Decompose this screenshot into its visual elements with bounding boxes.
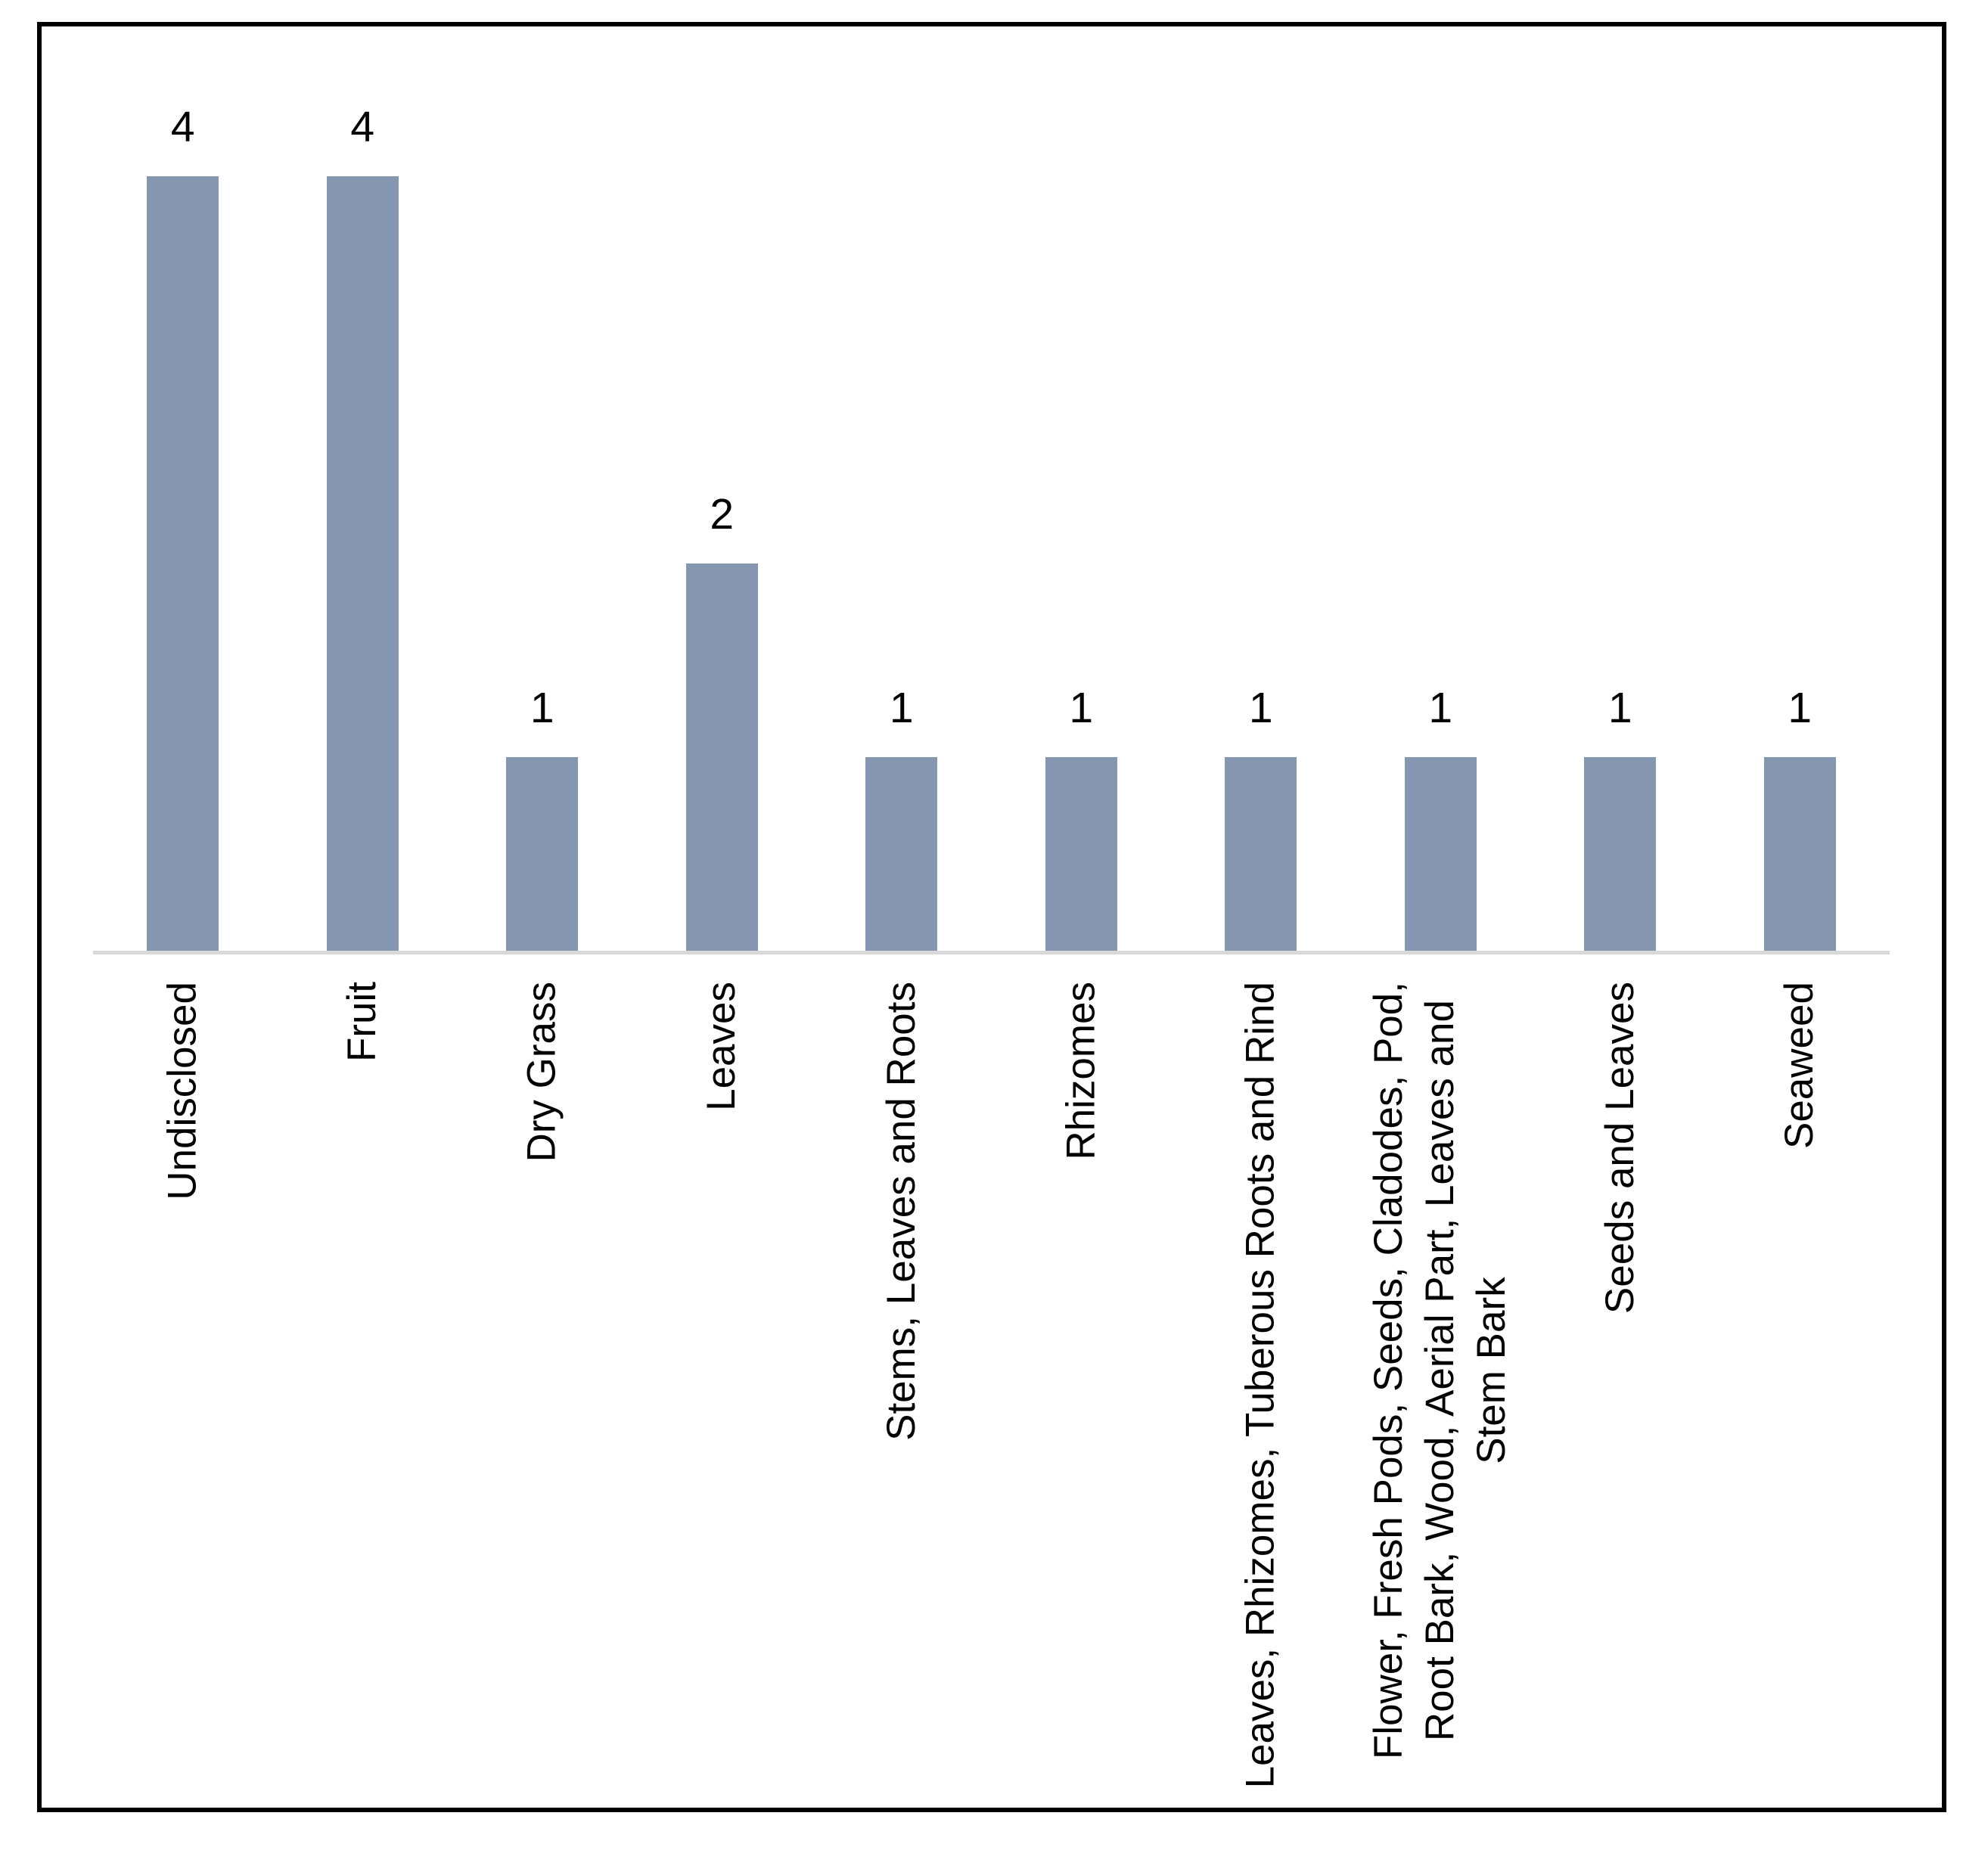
category-label: Fruit — [340, 982, 385, 1062]
chart-frame — [37, 22, 1946, 1812]
bar-value-label: 4 — [350, 103, 375, 151]
bar — [1584, 757, 1657, 951]
bar — [865, 757, 938, 951]
bar-value-label: 1 — [1428, 684, 1453, 732]
bar — [506, 757, 579, 951]
category-label: Seaweed — [1777, 982, 1822, 1150]
x-axis-line — [93, 951, 1890, 954]
bar — [326, 176, 399, 951]
category-label: Rhizomes — [1058, 982, 1104, 1160]
category-label: Stems, Leaves and Roots — [878, 982, 924, 1441]
bar-value-label: 1 — [530, 684, 554, 732]
bar — [685, 563, 758, 951]
bar — [1045, 757, 1117, 951]
bar-value-label: 1 — [1607, 684, 1632, 732]
bar-value-label: 2 — [710, 490, 735, 539]
bar-value-label: 1 — [1788, 684, 1812, 732]
category-label: Seeds and Leaves — [1597, 982, 1642, 1315]
category-label: Dry Grass — [519, 982, 564, 1162]
category-label: Leaves — [699, 982, 744, 1111]
bar-value-label: 1 — [1069, 684, 1094, 732]
category-label: Leaves, Rhizomes, Tuberous Roots and Rin… — [1238, 982, 1283, 1789]
bar — [147, 176, 219, 951]
bar — [1404, 757, 1477, 951]
bar-value-label: 4 — [170, 103, 195, 151]
category-label: Flower, Fresh Pods, Seeds, Cladodes, Pod… — [1366, 982, 1514, 1760]
bar-value-label: 1 — [1248, 684, 1273, 732]
category-label: Undisclosed — [160, 982, 205, 1200]
bar — [1763, 757, 1836, 951]
bar-value-label: 1 — [889, 684, 914, 732]
bar — [1225, 757, 1297, 951]
